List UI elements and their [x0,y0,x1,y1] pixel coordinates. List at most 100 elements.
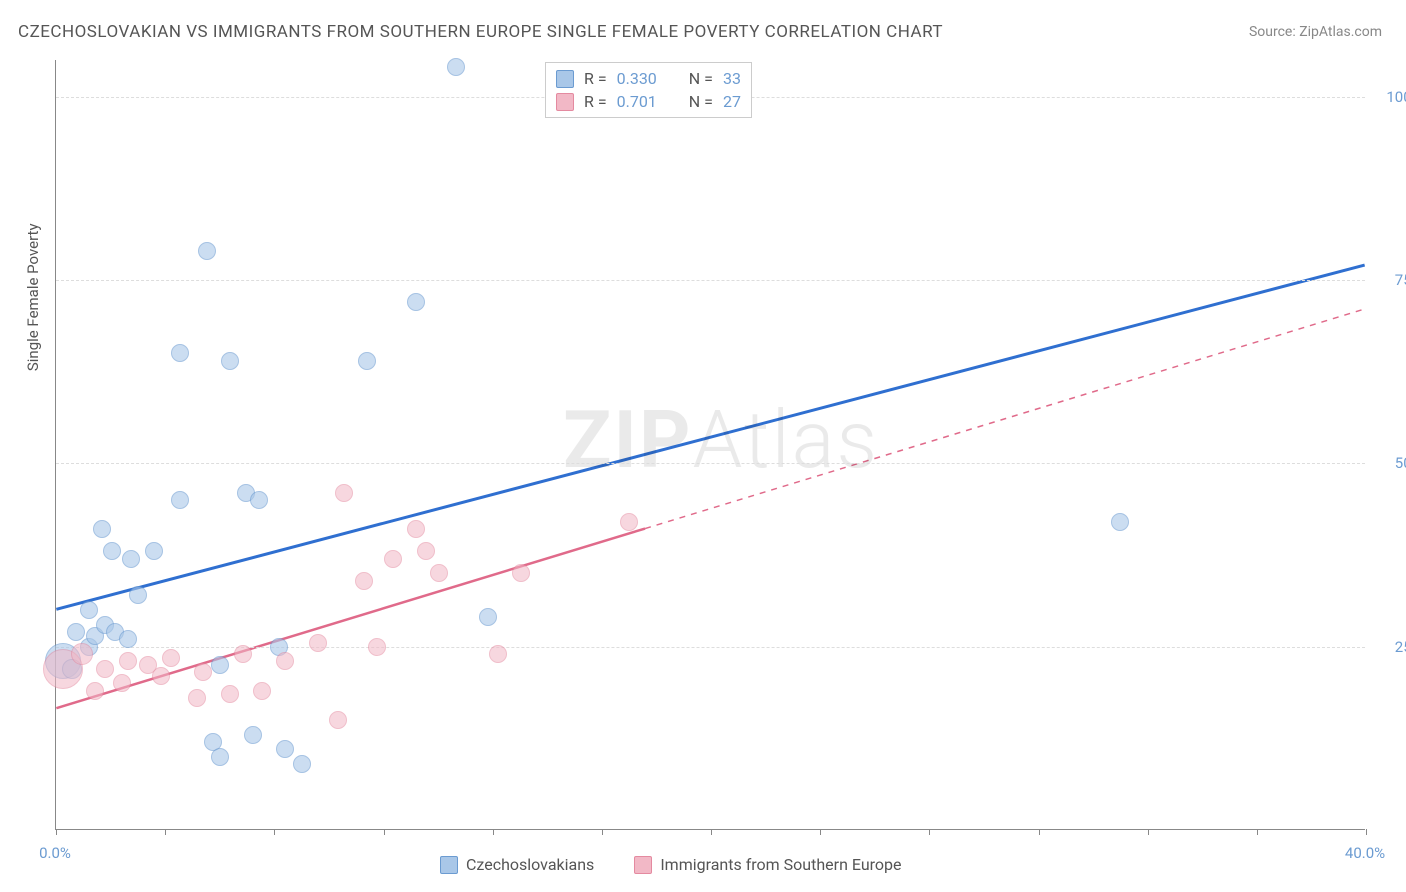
legend-swatch [634,856,652,874]
chart-container: CZECHOSLOVAKIAN VS IMMIGRANTS FROM SOUTH… [0,0,1406,892]
scatter-point [276,652,294,670]
scatter-point [93,520,111,538]
scatter-point [113,674,131,692]
gridline-horizontal [56,463,1365,464]
x-tick [274,829,275,835]
scatter-point [171,491,189,509]
x-tick [56,829,57,835]
legend-series-name: Immigrants from Southern Europe [660,855,901,874]
x-tick-label: 0.0% [39,844,71,862]
scatter-point [119,630,137,648]
scatter-point [276,740,294,758]
scatter-point [329,711,347,729]
x-tick [820,829,821,835]
scatter-point [145,542,163,560]
stat-r-label: R = [584,92,607,111]
x-tick [165,829,166,835]
scatter-point [430,564,448,582]
source-value: ZipAtlas.com [1299,24,1382,40]
scatter-point [211,656,229,674]
scatter-point [162,649,180,667]
scatter-point [86,682,104,700]
gridline-horizontal [56,280,1365,281]
x-tick [1257,829,1258,835]
trend-line [56,529,645,709]
scatter-point [171,344,189,362]
scatter-point [417,542,435,560]
stats-legend: R = 0.330 N = 33 R = 0.701N = 27 [545,62,752,118]
scatter-point [620,513,638,531]
scatter-point [253,682,271,700]
scatter-point [234,645,252,663]
scatter-point [188,689,206,707]
scatter-point [1111,513,1129,531]
scatter-point [152,667,170,685]
gridline-horizontal [56,647,1365,648]
y-tick-label: 100.0% [1375,88,1406,106]
scatter-point [309,634,327,652]
legend-item: Immigrants from Southern Europe [634,855,901,874]
scatter-point [122,550,140,568]
legend-swatch [556,93,574,111]
scatter-point [407,293,425,311]
x-tick [493,829,494,835]
y-tick-label: 25.0% [1375,638,1406,656]
scatter-point [368,638,386,656]
scatter-point [221,352,239,370]
x-tick [1039,829,1040,835]
stat-n-label: N = [689,69,713,88]
stat-r-value: 0.330 [617,69,657,88]
scatter-point [489,645,507,663]
x-tick [1366,829,1367,835]
scatter-point [198,242,216,260]
stat-n-value: 27 [723,92,741,111]
trend-lines-svg [56,60,1365,829]
scatter-point [80,601,98,619]
scatter-point [194,663,212,681]
y-axis-title: Single Female Poverty [24,223,42,371]
stats-legend-row: R = 0.701N = 27 [556,90,741,113]
legend-swatch [440,856,458,874]
legend-item: Czechoslovakians [440,855,594,874]
y-tick-label: 75.0% [1375,271,1406,289]
scatter-point [479,608,497,626]
stat-r-label: R = [584,69,607,88]
stats-legend-row: R = 0.330 N = 33 [556,67,741,90]
scatter-point [103,542,121,560]
scatter-point [96,660,114,678]
x-tick [711,829,712,835]
scatter-point [244,726,262,744]
scatter-point [512,564,530,582]
scatter-point [221,685,239,703]
scatter-point [211,748,229,766]
source-label: Source: [1249,24,1299,40]
x-tick [384,829,385,835]
series-legend: Czechoslovakians Immigrants from Southern… [440,855,902,874]
source-attribution: Source: ZipAtlas.com [1249,24,1382,40]
scatter-point [67,623,85,641]
scatter-point [119,652,137,670]
stat-n-label: N = [689,92,713,111]
plot-area: ZIPAtlas 25.0%50.0%75.0%100.0% [55,60,1365,830]
scatter-point [129,586,147,604]
stat-n-value: 33 [723,69,741,88]
chart-title: CZECHOSLOVAKIAN VS IMMIGRANTS FROM SOUTH… [18,22,943,42]
scatter-point [384,550,402,568]
x-tick [1148,829,1149,835]
scatter-point [250,491,268,509]
scatter-point [358,352,376,370]
scatter-point [335,484,353,502]
trend-line [56,265,1364,609]
scatter-point [293,755,311,773]
trend-line [645,309,1365,529]
scatter-point [447,58,465,76]
legend-swatch [556,70,574,88]
x-tick [929,829,930,835]
scatter-point [71,643,93,665]
scatter-point [355,572,373,590]
scatter-point [407,520,425,538]
x-tick [602,829,603,835]
legend-series-name: Czechoslovakians [466,855,594,874]
x-tick-label: 40.0% [1345,844,1385,862]
y-tick-label: 50.0% [1375,454,1406,472]
